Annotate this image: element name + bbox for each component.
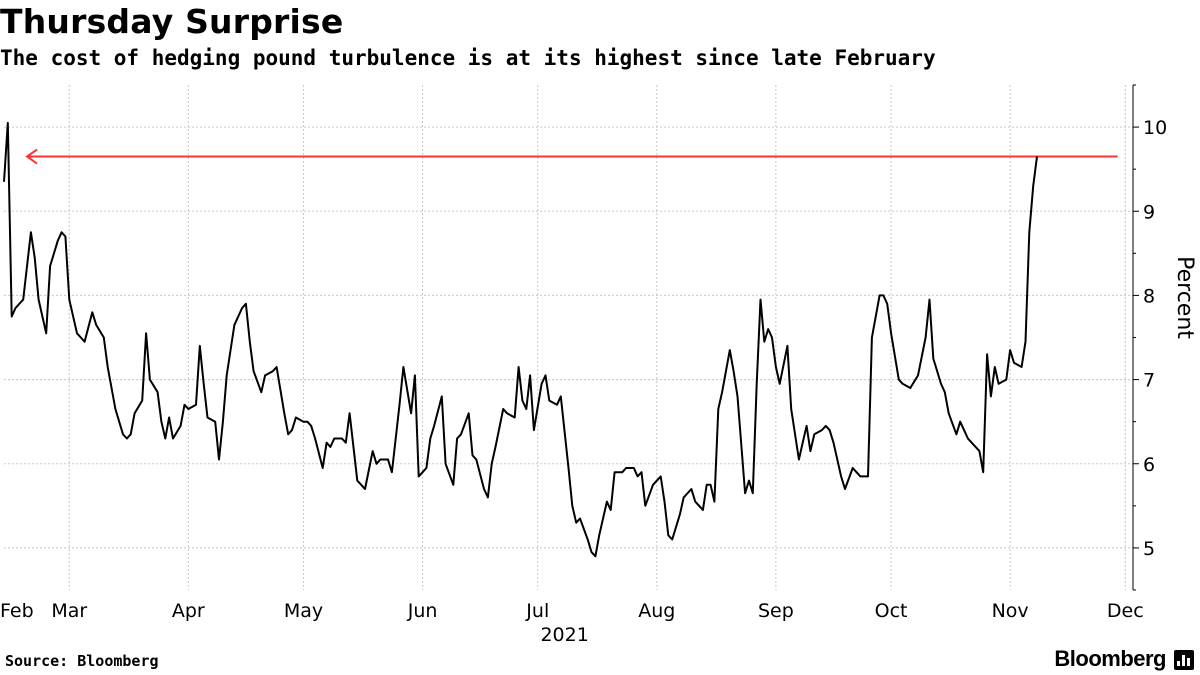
x-tick-label: Feb bbox=[0, 600, 34, 622]
bloomberg-terminal-icon bbox=[1174, 650, 1194, 670]
series-line bbox=[3, 121, 1038, 558]
x-tick-label: Mar bbox=[51, 600, 87, 622]
y-tick-label: 7 bbox=[1143, 370, 1155, 392]
x-tick-label: Sep bbox=[758, 600, 794, 622]
x-tick-label: Dec bbox=[1107, 600, 1144, 622]
x-year-label: 2021 bbox=[540, 624, 588, 646]
x-tick-label: Jul bbox=[525, 600, 549, 622]
y-axis-title: Percent bbox=[1172, 256, 1197, 339]
y-tick-label: 5 bbox=[1143, 538, 1155, 560]
y-tick-label: 8 bbox=[1143, 285, 1155, 307]
x-tick-label: Oct bbox=[875, 600, 908, 622]
y-tick-label: 9 bbox=[1143, 201, 1155, 223]
brand-logo: Bloomberg bbox=[1054, 646, 1166, 671]
x-tick-label: Apr bbox=[172, 600, 205, 622]
x-tick-label: Jun bbox=[407, 600, 438, 622]
chart-title: Thursday Surprise bbox=[0, 2, 344, 41]
y-tick-label: 10 bbox=[1143, 117, 1167, 139]
x-tick-label: Nov bbox=[992, 600, 1029, 622]
x-tick-label: May bbox=[284, 600, 323, 622]
chart-subtitle: The cost of hedging pound turbulence is … bbox=[0, 46, 936, 70]
annotation-arrow-head bbox=[25, 148, 38, 165]
source-note: Source: Bloomberg bbox=[5, 652, 159, 670]
x-tick-label: Aug bbox=[638, 600, 675, 622]
y-tick-label: 6 bbox=[1143, 454, 1155, 476]
